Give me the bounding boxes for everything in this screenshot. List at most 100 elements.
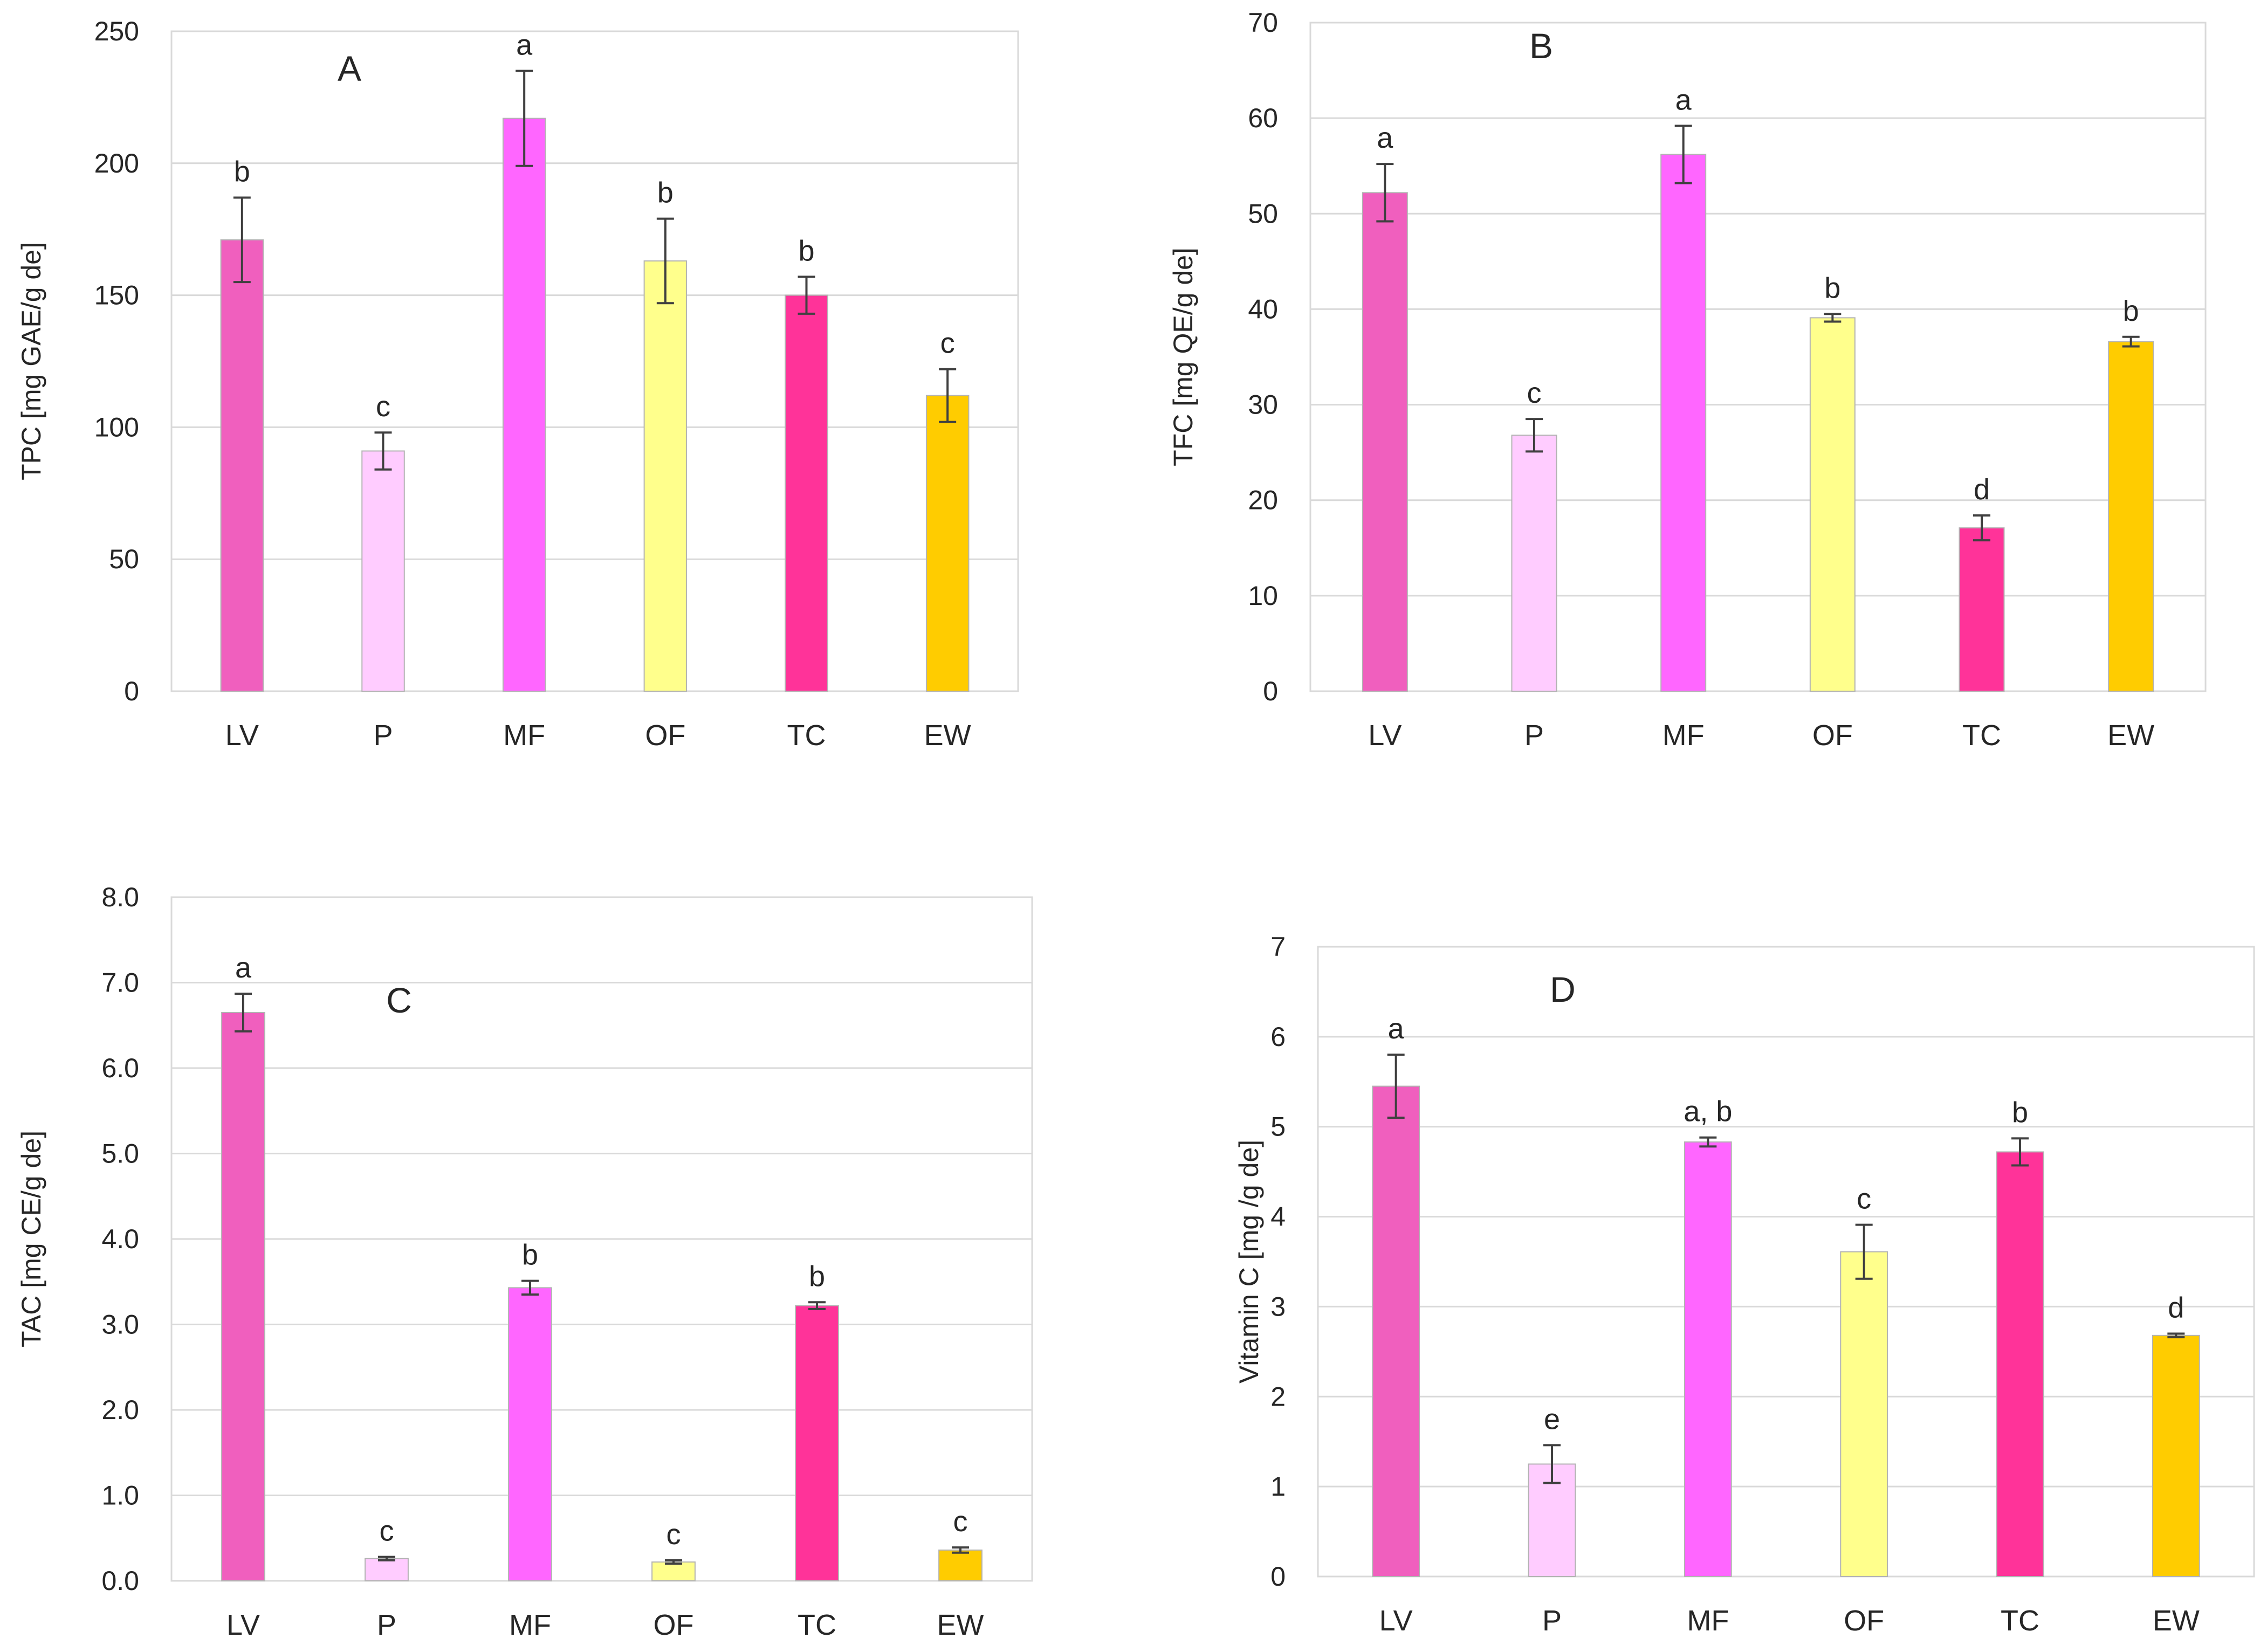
x-category-label: OF	[654, 1609, 694, 1641]
significance-letter: a, b	[1684, 1096, 1732, 1128]
panel-label: D	[1550, 969, 1576, 1009]
y-tick-label: 6	[1270, 1022, 1286, 1052]
error-bar-lv	[1376, 163, 1394, 223]
significance-letter: b	[1824, 272, 1840, 304]
y-tick-label: 0	[1263, 676, 1278, 706]
error-bar-mf	[516, 70, 533, 167]
bar-p	[361, 450, 405, 692]
x-category-label: OF	[1844, 1605, 1884, 1637]
error-bar-lv	[233, 196, 251, 284]
significance-letter: c	[1857, 1183, 1871, 1215]
significance-letter: b	[2123, 295, 2139, 327]
y-tick-label: 60	[1248, 103, 1278, 133]
chart-panel-d: 0 1 2 3 4 5 6 7 a LV e Pa, b MF c OF b TC d EW Vitamin C [m…	[1234, 932, 2255, 1637]
y-axis-label: TFC [mg QE/g de]	[1168, 247, 1198, 466]
bar-tc	[1996, 1151, 2044, 1578]
significance-letter: a	[1377, 122, 1393, 154]
y-tick-label: 2.0	[101, 1395, 139, 1425]
y-tick-label: 50	[109, 544, 139, 574]
y-tick-label: 5.0	[101, 1139, 139, 1169]
x-category-label: TC	[2001, 1605, 2039, 1637]
chart-panel-b: 0 10 20 30 40 50 60 70 a LV c Pa MF b OF d TC b EW TFC [mg …	[1168, 8, 2207, 752]
x-category-label: EW	[937, 1609, 984, 1641]
y-tick-label: 10	[1248, 581, 1278, 611]
error-bar-of	[1824, 313, 1842, 323]
y-tick-label: 4	[1270, 1202, 1286, 1232]
error-bar-ew	[2122, 335, 2140, 348]
y-tick-label: 4.0	[101, 1224, 139, 1254]
x-category-label: LV	[1368, 719, 1402, 752]
bar-mf	[1684, 1141, 1732, 1578]
significance-letter: b	[798, 235, 814, 267]
bar-ew	[925, 395, 970, 692]
x-category-label: P	[1524, 719, 1544, 752]
x-category-label: OF	[1812, 719, 1853, 752]
significance-letter: c	[940, 327, 955, 360]
significance-letter: e	[1544, 1403, 1560, 1435]
bar-of	[643, 260, 688, 692]
significance-letter: c	[376, 390, 390, 423]
significance-letter: b	[809, 1260, 825, 1292]
panel-label: A	[338, 49, 361, 88]
error-bar-of	[1855, 1223, 1873, 1280]
bar-p	[1511, 435, 1557, 692]
x-category-label: EW	[2107, 719, 2154, 752]
error-bar-ew	[2167, 1332, 2185, 1339]
y-tick-label: 6.0	[101, 1053, 139, 1083]
y-tick-label: 250	[94, 16, 139, 46]
significance-letter: a	[1388, 1013, 1405, 1045]
error-bar-p	[1543, 1444, 1561, 1484]
y-tick-label: 2	[1270, 1381, 1286, 1412]
bar-of	[651, 1561, 696, 1581]
y-tick-label: 7.0	[101, 968, 139, 998]
y-tick-label: 0.0	[101, 1566, 139, 1596]
significance-letter: a	[235, 952, 252, 984]
x-category-label: LV	[1379, 1605, 1413, 1637]
bar-ew	[938, 1549, 983, 1581]
x-category-label: OF	[645, 719, 685, 752]
bar-mf	[502, 118, 546, 692]
significance-letter: a	[516, 29, 533, 61]
bar-lv	[1372, 1085, 1420, 1577]
significance-letter: b	[2012, 1096, 2028, 1128]
y-axis-label: TPC [mg GAE/g de]	[16, 242, 46, 480]
significance-letter: c	[380, 1515, 394, 1547]
significance-letter: b	[522, 1239, 538, 1271]
bar-ew	[2152, 1334, 2200, 1577]
error-bar-tc	[808, 1301, 826, 1310]
error-bar-of	[665, 1559, 682, 1565]
y-axis-label: Vitamin C [mg /g de]	[1234, 1140, 1264, 1383]
bar-lv	[221, 1011, 265, 1581]
significance-letter: b	[234, 155, 250, 188]
bar-lv	[1362, 192, 1408, 692]
y-tick-label: 20	[1248, 485, 1278, 515]
y-tick-label: 3	[1270, 1291, 1286, 1321]
x-category-label: MF	[503, 719, 545, 752]
significance-letter: c	[1527, 377, 1542, 409]
y-tick-label: 0	[1270, 1561, 1286, 1592]
x-category-label: MF	[509, 1609, 551, 1641]
error-bar-ew	[939, 368, 957, 423]
error-bar-mf	[1699, 1136, 1717, 1148]
y-tick-label: 1.0	[101, 1481, 139, 1511]
plot-frame	[1317, 946, 2255, 1578]
y-tick-label: 150	[94, 280, 139, 311]
bar-tc	[1959, 527, 2005, 692]
error-bar-lv	[235, 993, 252, 1032]
bar-of	[1809, 317, 1856, 692]
y-tick-label: 50	[1248, 198, 1278, 229]
x-category-label: TC	[787, 719, 826, 752]
x-category-label: MF	[1687, 1605, 1729, 1637]
significance-letter: d	[1974, 473, 1990, 506]
error-bar-mf	[521, 1279, 539, 1296]
error-bar-lv	[1387, 1054, 1405, 1119]
significance-letter: c	[667, 1518, 681, 1551]
x-category-label: EW	[2153, 1605, 2200, 1637]
y-tick-label: 3.0	[101, 1310, 139, 1340]
y-tick-label: 70	[1248, 8, 1278, 38]
y-tick-label: 0	[124, 676, 139, 706]
y-tick-label: 30	[1248, 390, 1278, 420]
error-bar-mf	[1674, 125, 1692, 184]
y-tick-label: 100	[94, 412, 139, 442]
chart-panel-c: 0.0 1.0 2.0 3.0 4.0 5.0 6.0 7.0 8.0 a LV c Pb MF c OF b T…	[16, 882, 1033, 1641]
